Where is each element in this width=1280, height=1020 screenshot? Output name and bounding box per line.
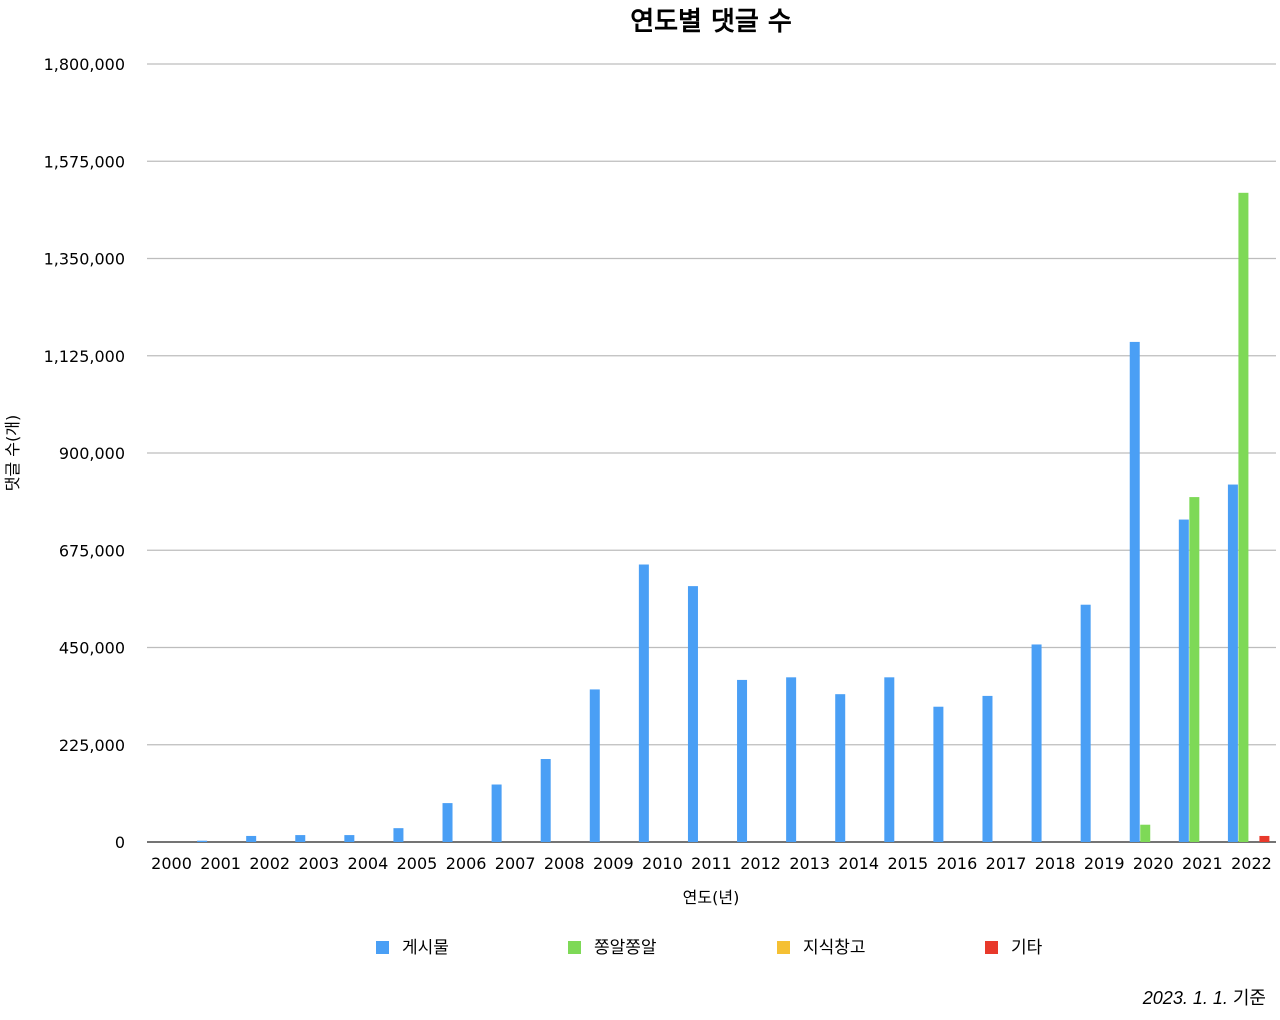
bar (1227, 484, 1238, 842)
x-tick-label: 2005 (397, 854, 438, 873)
x-tick-label: 2017 (986, 854, 1027, 873)
y-tick-label: 225,000 (59, 736, 125, 755)
bar (835, 694, 846, 842)
x-tick-label: 2010 (642, 854, 683, 873)
x-tick-labels: 2000 2001 2002 2003 2004 2005 2006 2007 2008 2009… (151, 854, 1272, 873)
gridlines (147, 63, 1276, 843)
bar (1080, 604, 1091, 842)
y-tick-label: 450,000 (59, 639, 125, 658)
bars (197, 192, 1270, 842)
bar (1259, 835, 1270, 842)
bar (393, 828, 404, 842)
bar (884, 677, 895, 842)
bar (638, 564, 649, 842)
bar (246, 835, 257, 842)
bar (295, 835, 306, 842)
x-tick-label: 2000 (151, 854, 192, 873)
x-tick-label: 2021 (1182, 854, 1223, 873)
x-tick-label: 2018 (1035, 854, 1076, 873)
bar (540, 759, 551, 842)
legend-swatch (568, 941, 581, 954)
footnote-suffix: 기준 (1232, 988, 1266, 1008)
x-tick-label: 2009 (593, 854, 634, 873)
bar (737, 679, 748, 842)
bar (1140, 824, 1151, 842)
y-tick-label: 1,125,000 (44, 347, 125, 366)
legend-label: 쫑알쫑알 (594, 938, 657, 958)
x-tick-label: 2008 (544, 854, 585, 873)
x-tick-label: 2002 (249, 854, 290, 873)
x-tick-label: 2003 (298, 854, 339, 873)
x-tick-label: 2019 (1084, 854, 1125, 873)
legend-swatch (985, 941, 998, 954)
bar (1189, 497, 1200, 842)
bar (1031, 644, 1042, 842)
x-tick-label: 2020 (1133, 854, 1174, 873)
x-tick-label: 2012 (740, 854, 781, 873)
x-tick-label: 2004 (348, 854, 389, 873)
chart-title: 연도별 댓글 수 (630, 7, 792, 37)
bar (687, 586, 698, 842)
bar (786, 677, 797, 842)
y-tick-label: 0 (115, 833, 125, 852)
y-tick-label: 900,000 (59, 444, 125, 463)
bar (442, 803, 453, 842)
legend-label: 기타 (1011, 938, 1043, 958)
legend-swatch (376, 941, 389, 954)
x-tick-label: 2022 (1231, 854, 1272, 873)
y-tick-labels: 0 225,000 450,000 675,000 900,000 1,125,000 1,… (44, 55, 125, 852)
bar (1178, 519, 1189, 842)
bar (1238, 192, 1249, 842)
bar (933, 706, 944, 842)
legend-label: 게시물 (402, 938, 449, 958)
footnote: 2023. 1. 1. 기준 (1143, 984, 1266, 1010)
x-tick-label: 2001 (200, 854, 241, 873)
y-tick-label: 675,000 (59, 541, 125, 560)
x-tick-label: 2016 (937, 854, 978, 873)
legend-swatch (777, 941, 790, 954)
x-tick-label: 2015 (887, 854, 928, 873)
y-axis-label: 댓글 수(개) (3, 415, 22, 491)
bar (491, 784, 502, 842)
bar (1129, 341, 1140, 842)
x-tick-label: 2007 (495, 854, 536, 873)
x-tick-label: 2011 (691, 854, 732, 873)
y-tick-label: 1,575,000 (44, 152, 125, 171)
x-tick-label: 2006 (446, 854, 487, 873)
bar (197, 840, 208, 842)
bar (344, 835, 355, 842)
legend: 게시물 쫑알쫑알 지식창고 기타 (376, 938, 1043, 958)
bar (982, 695, 993, 842)
bar (589, 689, 600, 842)
y-tick-label: 1,350,000 (44, 250, 125, 269)
x-tick-label: 2014 (838, 854, 879, 873)
x-axis-label: 연도(년) (683, 888, 740, 907)
footnote-date: 2023. 1. 1. (1142, 988, 1228, 1008)
x-tick-label: 2013 (789, 854, 830, 873)
legend-label: 지식창고 (803, 938, 866, 958)
y-tick-label: 1,800,000 (44, 55, 125, 74)
